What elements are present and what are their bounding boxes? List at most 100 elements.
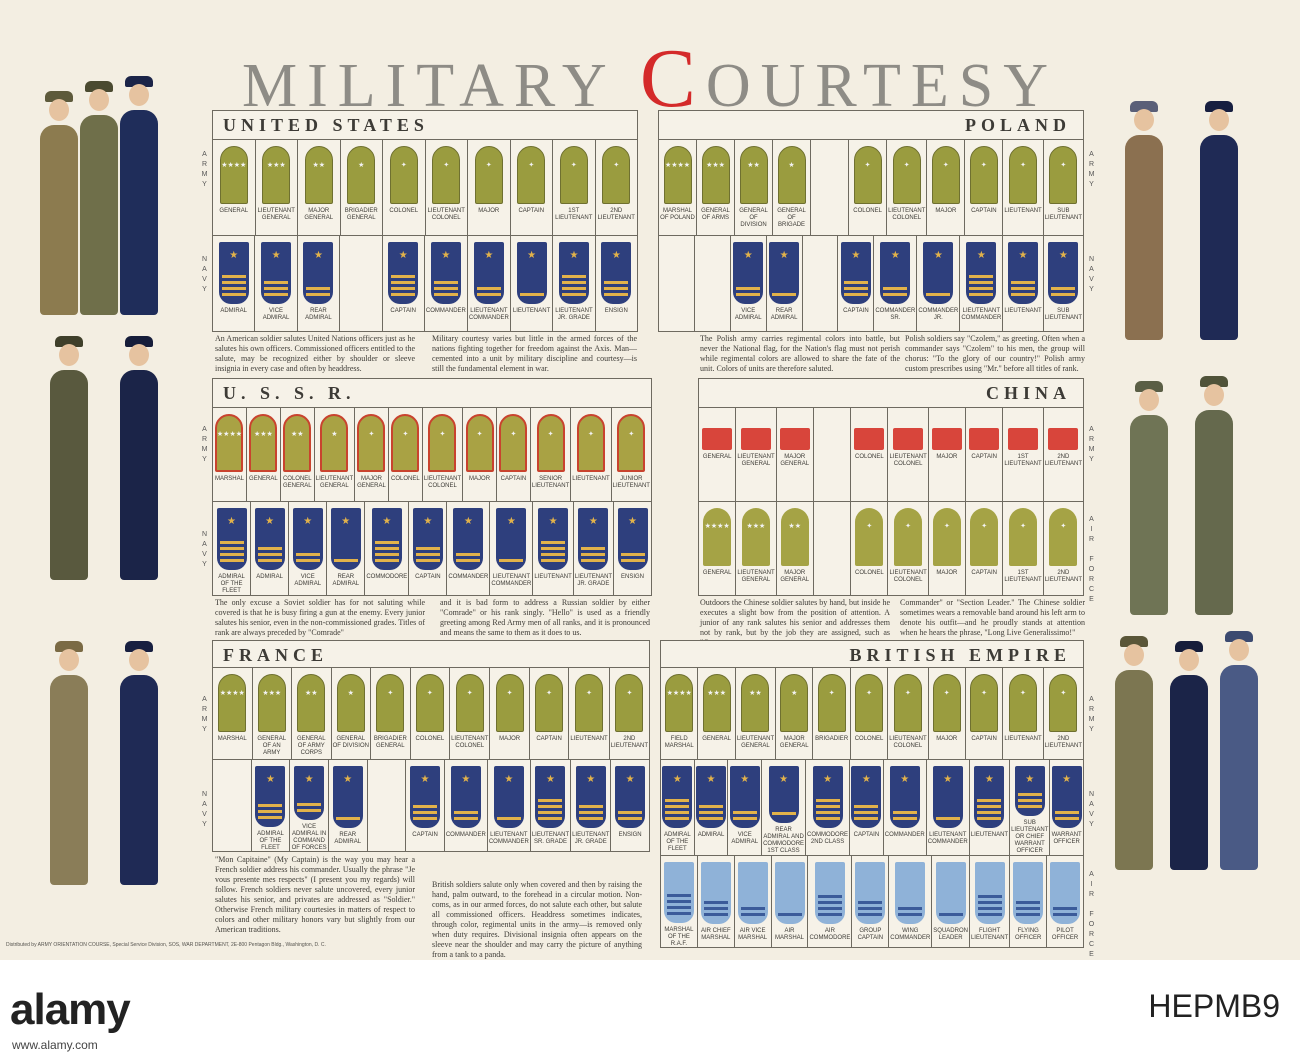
rank-cell: 1ST LIEUTENANT xyxy=(1003,408,1044,501)
rank-cell: ✦ 1ST LIEUTENANT xyxy=(1003,502,1044,596)
rank-label: COLONEL xyxy=(853,208,882,214)
rank-label: MAJOR xyxy=(936,570,958,576)
rank-cell: ✦ BRIGADIER GENERAL xyxy=(371,668,411,759)
rank-label: LIEUTENANT SR. GRADE xyxy=(531,832,570,845)
insignia-icon: ✦ xyxy=(602,146,631,204)
insignia-icon: ★ xyxy=(1014,766,1045,816)
rank-cell: ✦ MAJOR xyxy=(929,502,967,596)
rank-label: LIEUTENANT GENERAL xyxy=(315,476,354,489)
rank-label: ENSIGN xyxy=(618,832,642,838)
insignia-icon: ★ xyxy=(575,766,606,828)
rank-label: VICE ADMIRAL xyxy=(294,574,322,587)
insignia-icon: ✦ xyxy=(576,414,605,472)
insignia-icon: ★★★★ xyxy=(665,674,694,732)
rank-cell: ✦ JUNIOR LIEUTENANT xyxy=(612,408,651,501)
rank-cell: ★ CAPTAIN xyxy=(838,236,875,332)
insignia-icon: ★ xyxy=(851,766,882,828)
rank-label: COLONEL xyxy=(854,570,884,576)
insignia-icon: ✦ xyxy=(376,674,405,732)
rank-cell: ★ CAPTAIN xyxy=(850,760,884,855)
rank-label: LIEUTENANT xyxy=(570,736,608,742)
insignia-icon: ★ xyxy=(303,242,334,304)
rank-cell: ✦ LIEUTENANT xyxy=(571,408,612,501)
rank-label: ADMIRAL OF THE FLEET xyxy=(218,574,245,594)
rank-label: COLONEL xyxy=(389,208,419,214)
rank-cell: ★ VICE ADMIRAL IN COMMAND OF FORCES xyxy=(290,760,329,852)
rank-label: COLONEL GENERAL xyxy=(282,476,312,489)
rank-label: AIR CHIEF MARSHAL xyxy=(700,928,731,941)
rank-label: LIEUTENANT COMMANDER xyxy=(491,574,532,587)
rank-cell: ★ ENSIGN xyxy=(611,760,649,852)
rank-cell: GENERAL xyxy=(699,408,737,501)
rank-cell: ★ LIEUTENANT COMMANDER xyxy=(488,760,531,852)
rank-label: ADMIRAL OF THE FLEET xyxy=(664,832,691,852)
insignia-icon: ★ xyxy=(1008,242,1039,304)
rank-label: MARSHAL xyxy=(217,736,247,742)
rank-cell: MAJOR GENERAL xyxy=(777,408,814,501)
rank-cell: ★ CAPTAIN xyxy=(409,502,448,596)
insignia-icon: ★ xyxy=(473,242,504,304)
china-army-label: A R M Y xyxy=(1088,426,1096,463)
rank-label: ADMIRAL xyxy=(256,574,283,580)
rank-cell: ✦ LIEUTENANT COLONEL xyxy=(450,668,491,759)
insignia-icon: ★ xyxy=(535,766,566,828)
rank-cell: ★ LIEUTENANT COMMANDER xyxy=(490,502,534,596)
rank-cell: ★★★ LIEUTENANT GENERAL xyxy=(736,502,777,596)
rank-label: AIR VICE MARSHAL xyxy=(738,928,768,941)
rank-cell: ✦ 2ND LIEUTENANT xyxy=(1044,502,1083,596)
rank-cell: ★ COMMANDER xyxy=(445,760,488,852)
rank-label: LIEUTENANT COLONEL xyxy=(889,570,927,583)
rank-cell: ★★★★ MARSHAL xyxy=(213,408,247,501)
rank-cell: ★ REAR ADMIRAL xyxy=(327,502,366,596)
poland-army-label: A R M Y xyxy=(1088,151,1096,188)
rank-label: LIEUTENANT JR. GRADE xyxy=(555,308,593,321)
insignia-icon: ✦ xyxy=(1008,674,1037,732)
rank-label: CAPTAIN xyxy=(971,736,997,742)
france-title: FRANCE xyxy=(223,645,328,665)
insignia-icon: ★ xyxy=(412,508,443,570)
rank-label: LIEUTENANT xyxy=(1004,308,1042,314)
rank-cell: ✦ CAPTAIN xyxy=(966,668,1004,759)
rank-label: CAPTAIN xyxy=(853,832,880,838)
rank-label: REAR ADMIRAL xyxy=(770,308,798,321)
insignia-icon: ★ xyxy=(538,508,569,570)
rank-label: COMMANDER xyxy=(425,308,466,314)
rank-label: ENSIGN xyxy=(604,308,628,314)
insignia-icon: ✦ xyxy=(894,508,923,566)
insignia-icon: ★ xyxy=(769,242,800,304)
rank-cell: ★ LIEUTENANT JR. GRADE xyxy=(553,236,596,332)
ussr-blurb-2: and it is bad form to address a Russian … xyxy=(440,598,650,637)
british-army-label: A R M Y xyxy=(1088,696,1096,733)
poland-army-row: ★★★★ MARSHAL OF POLAND ★★★ GENERAL OF ARMS ★… xyxy=(659,139,1083,235)
us-officers-illustration xyxy=(25,76,195,315)
rank-label: COMMODORE xyxy=(366,574,408,580)
rank-cell: ★★★ GENERAL xyxy=(698,668,736,759)
rank-cell: ✦ LIEUTENANT xyxy=(1003,140,1044,235)
rank-label: MAJOR GENERAL xyxy=(304,208,334,221)
rank-cell: ★ COMMANDER xyxy=(425,236,468,332)
rank-label: MARSHAL OF POLAND xyxy=(660,208,695,221)
china-air-row: ★★★★ GENERAL ★★★ LIEUTENANT GENERAL ★★ MAJOR … xyxy=(699,501,1083,596)
rank-label: MARSHAL xyxy=(214,476,244,482)
insignia-icon xyxy=(1048,428,1079,450)
insignia-icon: ✦ xyxy=(1049,146,1078,204)
insignia-icon: ★ xyxy=(840,242,871,304)
rank-label: COLONEL xyxy=(415,736,445,742)
insignia-icon: ★ xyxy=(347,146,376,204)
insignia-icon: ★★★★ xyxy=(663,146,692,204)
rank-cell: ✦ 2ND LIEUTENANT xyxy=(610,668,649,759)
british-air-row: MARSHAL OF THE R.A.F. AIR CHIEF MARSHAL AI… xyxy=(661,855,1083,948)
insignia-icon xyxy=(737,862,768,924)
rank-cell: ★ WARRANT OFFICER xyxy=(1050,760,1083,855)
insignia-icon: ★ xyxy=(578,508,609,570)
insignia-icon: ★ xyxy=(812,766,843,828)
insignia-icon: ★ xyxy=(974,766,1005,828)
insignia-icon: ★ xyxy=(662,766,693,828)
rank-label: BRIGADIER GENERAL xyxy=(344,208,378,221)
rank-label: MAJOR xyxy=(499,736,521,742)
rank-label: SENIOR LIEUTENANT xyxy=(531,476,570,489)
insignia-icon: ★★ xyxy=(739,146,768,204)
insignia-icon: ★★ xyxy=(741,674,770,732)
insignia-icon: ★★★★ xyxy=(218,674,247,732)
rank-cell: ✦ CAPTAIN xyxy=(497,408,531,501)
